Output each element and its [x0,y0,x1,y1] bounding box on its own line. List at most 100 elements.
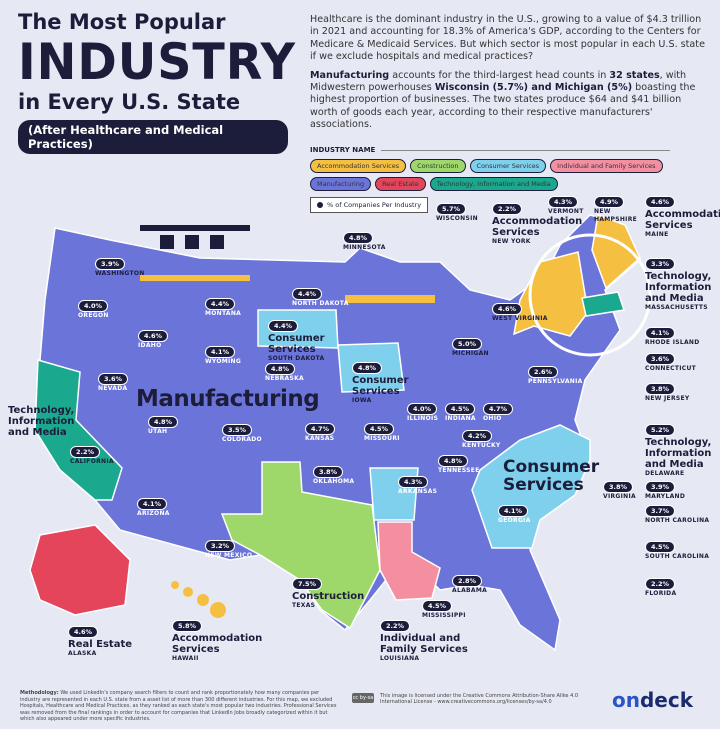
dot-icon [317,202,323,208]
state-name: KENTUCKY [462,442,501,449]
state-name: KANSAS [305,435,335,442]
state-label-arkansas: 4.3% ARKANSAS [398,476,437,496]
industry-label: Technology, Information and Media [645,271,712,304]
percent-badge: 4.0% [407,403,438,415]
percent-badge: 4.6% [138,330,169,342]
state-label-minnesota: 4.8% MINNESOTA [343,232,386,252]
state-label-new-jersey: 3.8% NEW JERSEY [645,383,690,403]
bold-text: 32 states [609,69,660,81]
state-name: NEW HAMPSHIRE [594,208,638,223]
state-name: HAWAII [172,655,199,662]
state-name: ILLINOIS [407,415,439,422]
percent-badge: 4.4% [205,298,236,310]
state-name: MISSOURI [364,435,400,442]
state-label-washington: 3.9% WASHINGTON [95,258,145,278]
percent-badge: 3.5% [222,424,253,436]
license-text: This image is licensed under the Creativ… [380,693,579,705]
state-name: MICHIGAN [452,350,489,357]
state-name: ARIZONA [137,510,170,517]
state-label-south-carolina: 4.5% SOUTH CAROLINA [645,541,709,561]
title-block: The Most Popular INDUSTRY in Every U.S. … [18,10,295,154]
state-name: NEBRASKA [265,375,304,382]
state-name: LOUISIANA [380,655,420,662]
state-label-rhode-island: 4.1% RHODE ISLAND [645,327,700,347]
state-label-hawaii: 5.8% Accommodation Services HAWAII [172,620,262,663]
state-name: WEST VIRGINIA [492,315,548,322]
state-name: NEW JERSEY [645,395,690,402]
industry-label: Individual and Family Services [380,633,468,655]
title-line-3: in Every U.S. State [18,90,241,114]
state-name: IOWA [352,397,372,404]
state-name: SOUTH DAKOTA [268,355,325,362]
percent-badge: 4.6% [68,626,99,638]
california-industry-label: Technology, Information and Media [8,405,75,438]
state-name: MARYLAND [645,493,686,500]
percent-badge: 2.2% [380,620,411,632]
northeast-highlight-circle [528,233,652,357]
state-label-michigan: 5.0% MICHIGAN [452,338,489,358]
title-line-1: The Most Popular [18,10,226,34]
percent-badge: 4.9% [594,196,625,208]
state-name: WYOMING [205,358,242,365]
license: cc by-sa This image is licensed under the… [352,693,592,705]
state-label-new-hampshire: 4.9% NEW HAMPSHIRE [594,196,638,224]
bold-text: Manufacturing [310,69,390,81]
state-label-virginia: 3.8% VIRGINIA [603,481,636,501]
state-label-missouri: 4.5% MISSOURI [364,423,400,443]
percent-badge: 4.1% [645,327,676,339]
state-label-kentucky: 4.2% KENTUCKY [462,430,501,450]
percent-badge: 3.2% [205,540,236,552]
industry-label: Consumer Services [352,375,409,397]
logo-part: on [612,688,640,712]
state-south-dakota [257,309,339,349]
percent-badge: 4.4% [268,320,299,332]
state-label-oregon: 4.0% OREGON [78,300,109,320]
bold-text: Wisconsin (5.7%) and Michigan (5%) [434,82,633,94]
percent-badge: 4.6% [645,196,676,208]
state-name: MINNESOTA [343,244,386,251]
industry-label: Accommodation Services [492,216,583,238]
state-label-tennessee: 4.8% TENNESSEE [438,455,480,475]
state-louisiana [377,521,441,601]
legend-chip: Individual and Family Services [550,159,663,173]
state-label-wyoming: 4.1% WYOMING [205,346,241,366]
state-name: ALASKA [68,650,97,657]
industry-label: Accommodation Services [645,209,720,231]
methodology: Methodology: We used LinkedIn's company … [20,690,340,723]
state-label-south-dakota: 4.4% Consumer Services SOUTH DAKOTA [268,320,358,363]
methodology-label: Methodology: [20,690,59,696]
percent-badge: 4.6% [492,303,523,315]
state-label-iowa: 4.8% Consumer Services IOWA [352,362,442,405]
state-label-vermont: 4.3% VERMONT [548,196,584,216]
state-name: VERMONT [548,208,584,215]
state-name: PENNSYLVANIA [528,378,583,385]
state-label-connecticut: 3.6% CONNECTICUT [645,353,696,373]
subtitle-badge: (After Healthcare and Medical Practices) [18,120,288,154]
percent-badge: 4.1% [137,498,168,510]
state-name: CONNECTICUT [645,365,697,372]
state-name: NORTH DAKOTA [292,300,349,307]
legend-chip: Real Estate [375,177,426,191]
legend-chip: Technology, Information and Media [429,177,558,191]
state-label-indiana: 4.5% INDIANA [445,403,476,423]
state-name: DELAWARE [645,470,685,477]
state-name: TEXAS [292,602,316,609]
state-name: RHODE ISLAND [645,339,700,346]
percent-badge: 3.8% [645,383,676,395]
region-consumer-southeast [471,424,591,549]
percent-badge: 2.2% [70,446,101,458]
state-name: NORTH CAROLINA [645,517,710,524]
industry-label: Technology, Information and Media [645,437,712,470]
state-texas [220,461,381,630]
state-label-texas: 7.5% Construction TEXAS [292,578,382,610]
state-label-ohio: 4.7% OHIO [483,403,514,423]
percent-badge: 4.0% [78,300,109,312]
state-name: VIRGINIA [603,493,636,500]
state-label-arizona: 4.1% ARIZONA [137,498,170,518]
state-maine [591,213,641,290]
legend-key-label: % of Companies Per Industry [327,201,422,209]
percent-badge: 4.1% [205,346,236,358]
state-massachusetts [581,291,625,317]
state-name: IDAHO [138,342,162,349]
